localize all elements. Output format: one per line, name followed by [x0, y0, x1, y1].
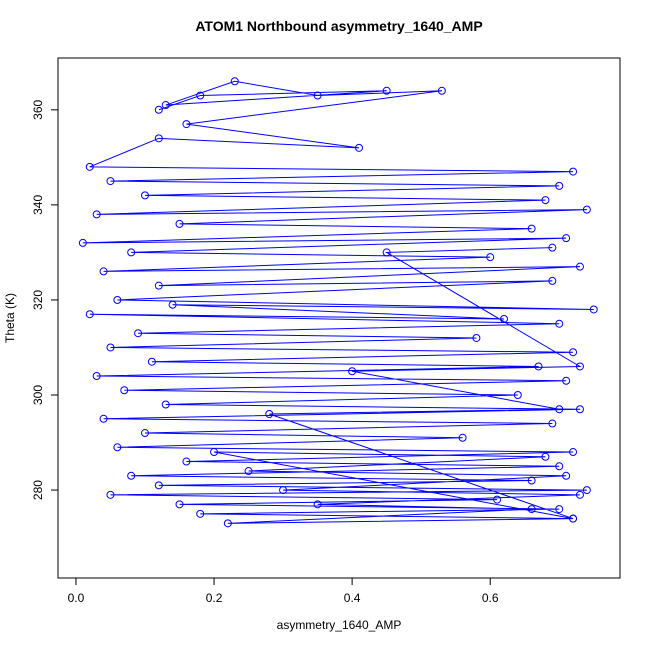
data-point	[575, 362, 584, 371]
data-point	[279, 486, 288, 495]
data-point	[348, 367, 357, 376]
data-point	[196, 509, 205, 518]
data-point	[78, 238, 87, 247]
data-point	[569, 448, 578, 457]
data-point	[382, 248, 391, 257]
data-point	[382, 86, 391, 95]
data-point	[541, 196, 550, 205]
data-point	[555, 181, 564, 190]
data-point	[99, 414, 108, 423]
data-point	[92, 371, 101, 380]
data-point	[472, 333, 481, 342]
data-point	[355, 143, 364, 152]
data-point	[161, 101, 170, 110]
y-tick-label: 300	[31, 385, 45, 405]
data-point	[134, 329, 143, 338]
data-point	[575, 262, 584, 271]
data-point	[513, 391, 522, 400]
data-point	[154, 281, 163, 290]
data-point	[161, 400, 170, 409]
data-point	[575, 405, 584, 414]
data-point	[500, 314, 509, 323]
data-point	[534, 362, 543, 371]
data-point	[582, 205, 591, 214]
data-point	[120, 386, 129, 395]
data-point	[196, 91, 205, 100]
data-point	[175, 219, 184, 228]
data-point	[582, 486, 591, 495]
data-point	[154, 481, 163, 490]
data-point	[555, 462, 564, 471]
data-point	[244, 467, 253, 476]
data-point	[527, 505, 536, 514]
data-point	[175, 500, 184, 509]
data-point	[106, 177, 115, 186]
data-point	[85, 310, 94, 319]
data-point	[555, 405, 564, 414]
data-point	[458, 433, 467, 442]
data-line	[82, 80, 594, 524]
data-point	[548, 243, 557, 252]
data-point	[113, 443, 122, 452]
data-point	[168, 300, 177, 309]
data-point	[99, 267, 108, 276]
data-point	[589, 305, 598, 314]
data-point	[223, 519, 232, 528]
x-tick-label: 0.0	[68, 591, 85, 605]
y-axis-label: Theta (K)	[3, 293, 17, 343]
data-point	[486, 253, 495, 262]
data-point	[562, 471, 571, 480]
data-point	[313, 91, 322, 100]
data-point	[575, 490, 584, 499]
data-point	[562, 376, 571, 385]
data-point	[569, 348, 578, 357]
data-point	[85, 162, 94, 171]
data-point	[541, 452, 550, 461]
x-axis-label: asymmetry_1640_AMP	[277, 618, 402, 632]
data-point	[106, 343, 115, 352]
data-point	[127, 248, 136, 257]
data-point	[154, 134, 163, 143]
data-point	[92, 210, 101, 219]
y-tick-label: 280	[31, 480, 45, 500]
data-point	[527, 224, 536, 233]
x-tick-label: 0.6	[482, 591, 499, 605]
data-point	[140, 191, 149, 200]
data-point	[569, 514, 578, 523]
data-point	[548, 276, 557, 285]
data-point	[106, 490, 115, 499]
data-point	[230, 77, 239, 86]
data-point	[127, 471, 136, 480]
x-tick-label: 0.4	[344, 591, 361, 605]
data-point	[113, 295, 122, 304]
chart-title: ATOM1 Northbound asymmetry_1640_AMP	[195, 18, 482, 34]
data-point	[265, 410, 274, 419]
data-point	[548, 419, 557, 428]
x-tick-label: 0.2	[206, 591, 223, 605]
data-point	[140, 429, 149, 438]
data-point	[527, 476, 536, 485]
data-point	[182, 120, 191, 129]
data-point	[313, 500, 322, 509]
data-point	[437, 86, 446, 95]
data-point	[562, 234, 571, 243]
data-point	[555, 319, 564, 328]
y-tick-label: 340	[31, 195, 45, 215]
y-tick-label: 320	[31, 290, 45, 310]
data-point	[555, 505, 564, 514]
data-point	[569, 167, 578, 176]
data-point	[154, 105, 163, 114]
data-point	[210, 448, 219, 457]
data-point	[147, 357, 156, 366]
y-tick-label: 360	[31, 99, 45, 119]
data-point	[182, 457, 191, 466]
data-point	[493, 495, 502, 504]
